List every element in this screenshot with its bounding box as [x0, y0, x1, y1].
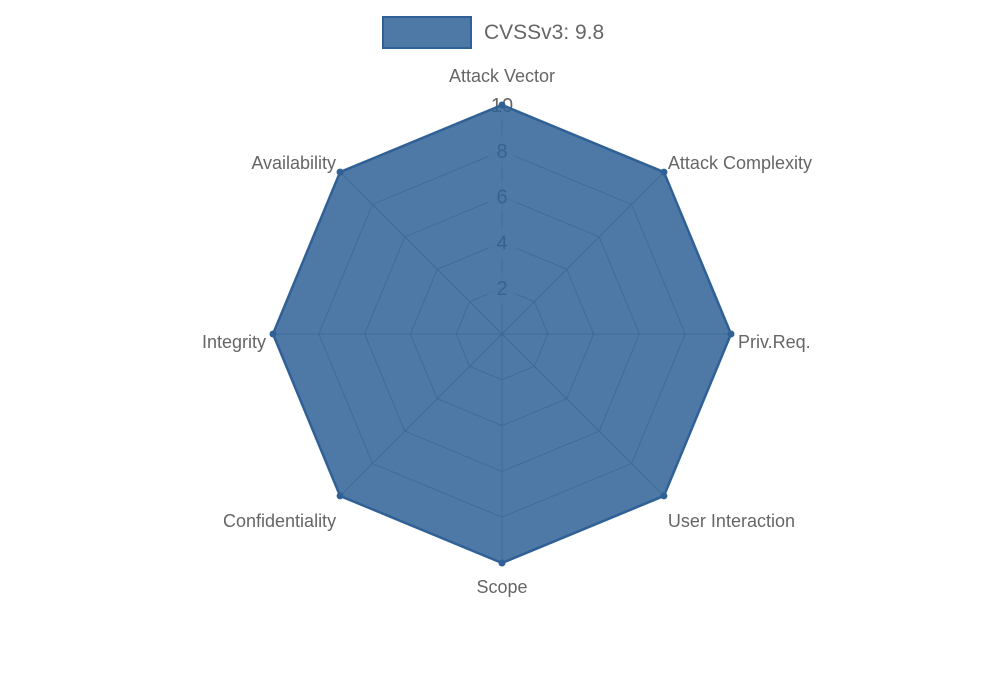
axis-label-scope: Scope — [476, 577, 527, 597]
legend-item-cvssv3[interactable]: CVSSv3: 9.8 — [382, 16, 604, 49]
axis-label-attack-complexity: Attack Complexity — [668, 153, 812, 173]
data-point-marker — [498, 101, 506, 109]
legend-swatch — [382, 16, 472, 49]
data-point-marker — [660, 492, 668, 500]
axis-label-integrity: Integrity — [202, 332, 266, 352]
axis-label-confidentiality: Confidentiality — [223, 511, 336, 531]
data-point-marker — [269, 330, 277, 338]
legend-label: CVSSv3: 9.8 — [484, 20, 605, 44]
chart-legend: CVSSv3: 9.8 — [382, 16, 604, 49]
axis-label-availability: Availability — [251, 153, 336, 173]
axis-label-priv-req: Priv.Req. — [738, 332, 811, 352]
data-point-marker — [336, 492, 344, 500]
data-point-marker — [498, 559, 506, 567]
axis-label-attack-vector: Attack Vector — [449, 66, 555, 86]
data-point-marker — [660, 168, 668, 176]
data-point-marker — [336, 168, 344, 176]
axis-label-user-interaction: User Interaction — [668, 511, 795, 531]
data-point-marker — [727, 330, 735, 338]
